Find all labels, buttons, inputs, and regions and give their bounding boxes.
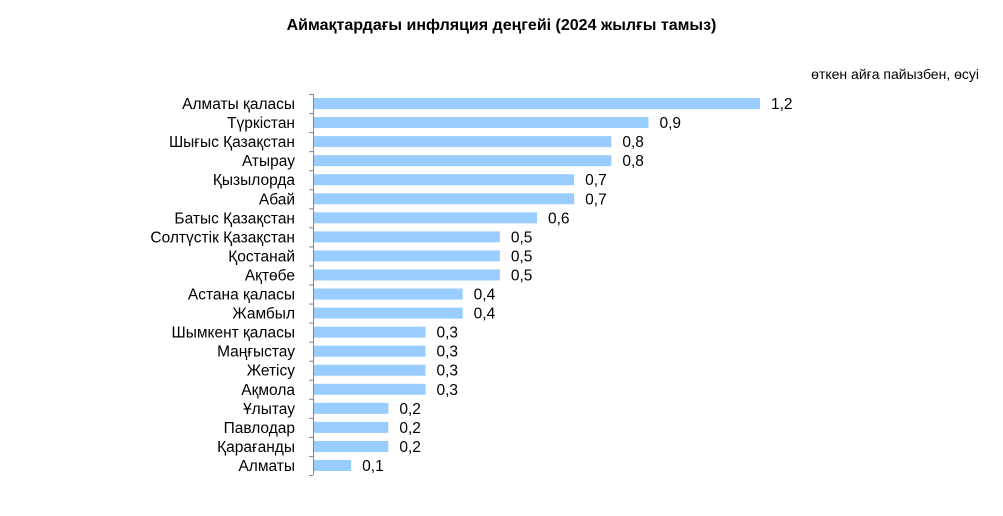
bar-16 bbox=[314, 402, 389, 414]
value-label: 0,7 bbox=[585, 191, 607, 208]
value-label: 0,4 bbox=[474, 287, 496, 304]
bar-3 bbox=[314, 155, 612, 167]
bar-19 bbox=[314, 459, 352, 471]
chart-title: Аймақтардағы инфляция деңгейі (2024 жылғ… bbox=[286, 17, 717, 34]
category-label: Шымкент қаласы bbox=[171, 325, 295, 342]
value-label: 0,5 bbox=[511, 229, 533, 246]
category-label: Астана қаласы bbox=[188, 287, 295, 304]
bar-18 bbox=[314, 440, 389, 452]
value-label: 0,8 bbox=[622, 153, 644, 170]
value-label: 0,6 bbox=[548, 210, 570, 227]
value-label: 0,7 bbox=[585, 172, 607, 189]
category-label: Ақмола bbox=[241, 382, 295, 399]
category-label: Ұлытау bbox=[243, 401, 295, 418]
value-label: 0,5 bbox=[511, 267, 533, 284]
category-label: Шығыс Қазақстан bbox=[169, 134, 295, 151]
bar-9 bbox=[314, 269, 500, 281]
category-label: Абай bbox=[259, 191, 295, 208]
category-label: Жетісу bbox=[247, 363, 296, 380]
category-label: Ақтөбе bbox=[245, 267, 295, 284]
bar-0 bbox=[314, 98, 760, 110]
units-note: өткен айға пайызбен, өсуі bbox=[811, 66, 979, 82]
category-label: Маңғыстау bbox=[217, 344, 295, 361]
value-label: 0,3 bbox=[437, 363, 459, 380]
bar-15 bbox=[314, 383, 426, 395]
bar-13 bbox=[314, 345, 426, 357]
category-label: Жамбыл bbox=[232, 306, 295, 323]
category-label: Батыс Қазақстан bbox=[174, 210, 295, 227]
value-label: 0,5 bbox=[511, 248, 533, 265]
category-label: Солтүстік Қазақстан bbox=[150, 229, 295, 246]
category-label: Алматы bbox=[238, 458, 295, 475]
value-label: 0,3 bbox=[437, 325, 459, 342]
value-label: 0,3 bbox=[437, 344, 459, 361]
category-label: Қостанай bbox=[228, 248, 295, 265]
bar-10 bbox=[314, 288, 463, 300]
value-label: 0,3 bbox=[437, 382, 459, 399]
bar-2 bbox=[314, 136, 612, 148]
value-label: 0,2 bbox=[399, 439, 421, 456]
bar-11 bbox=[314, 307, 463, 319]
value-label: 0,4 bbox=[474, 306, 496, 323]
bar-6 bbox=[314, 212, 537, 224]
value-label: 1,2 bbox=[771, 96, 793, 113]
category-label: Қызылорда bbox=[213, 172, 296, 189]
bar-12 bbox=[314, 326, 426, 338]
category-label: Атырау bbox=[242, 153, 295, 170]
category-label: Қарағанды bbox=[217, 439, 295, 456]
value-label: 0,9 bbox=[660, 115, 682, 132]
bar-4 bbox=[314, 174, 575, 186]
bar-14 bbox=[314, 364, 426, 376]
bar-17 bbox=[314, 421, 389, 433]
bar-5 bbox=[314, 193, 575, 205]
bar-7 bbox=[314, 231, 500, 243]
value-label: 0,8 bbox=[622, 134, 644, 151]
bar-1 bbox=[314, 117, 649, 129]
value-label: 0,2 bbox=[399, 401, 421, 418]
value-label: 0,1 bbox=[362, 458, 384, 475]
bar-8 bbox=[314, 250, 500, 262]
category-label: Павлодар bbox=[224, 420, 295, 437]
category-label: Алматы қаласы bbox=[182, 96, 295, 113]
value-label: 0,2 bbox=[399, 420, 421, 437]
category-label: Түркістан bbox=[227, 115, 295, 132]
